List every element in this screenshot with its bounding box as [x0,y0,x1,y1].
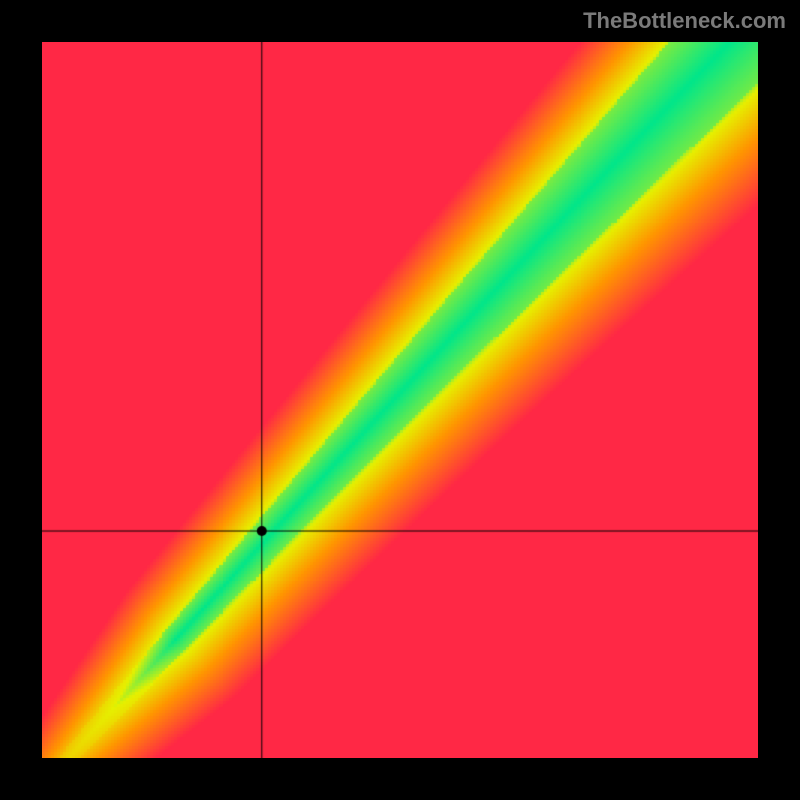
chart-container: TheBottleneck.com [0,0,800,800]
watermark: TheBottleneck.com [583,8,786,34]
heatmap-canvas [42,42,758,758]
plot-area [42,42,758,758]
